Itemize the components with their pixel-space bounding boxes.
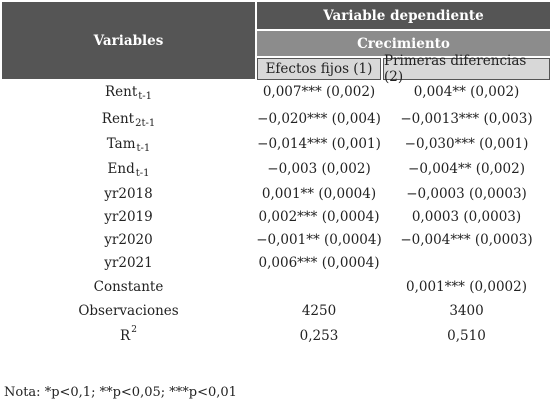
variable-name: yr2019: [104, 208, 153, 225]
table-row: Rent 2t-1 −0,020*** (0,004) −0,0013*** (0,0…: [2, 106, 550, 131]
variable-name: R: [120, 328, 131, 344]
fixed-effects-value: 0,001** (0,0004): [261, 185, 377, 202]
variable-name: Observaciones: [78, 302, 179, 319]
first-differences-value: 0,004** (0,002): [413, 83, 520, 100]
variable-name: Rent: [101, 110, 135, 127]
growth-header: Crecimiento: [257, 31, 550, 56]
fixed-effects-value: −0,003 (0,002): [267, 160, 371, 177]
first-differences-value: −0,004** (0,002): [408, 160, 525, 177]
table-row: Observaciones 4250 3400: [2, 298, 550, 323]
dependent-variable-header: Variable dependiente: [257, 2, 550, 29]
variable-name-cell: yr2020: [2, 227, 255, 252]
variable-superscript: 2: [131, 325, 137, 335]
variable-name-cell: yr2021: [2, 250, 255, 275]
variable-name-cell: Rent t-1: [2, 79, 255, 104]
variable-name-cell: Observaciones: [2, 298, 255, 323]
fixed-effects-value: 0,006*** (0,0004): [258, 254, 380, 271]
table-row: yr2019 0,002*** (0,0004) 0,0003 (0,0003): [2, 204, 550, 229]
variables-header: Variables: [2, 2, 255, 79]
variable-name-cell: yr2019: [2, 204, 255, 229]
significance-note: Nota: *p<0,1; **p<0,05; ***p<0,01: [4, 385, 237, 400]
fixed-effects-value: [257, 274, 381, 299]
table-row: yr2018 0,001** (0,0004) −0,0003 (0,0003): [2, 181, 550, 206]
table-row: R 2 0,253 0,510: [2, 321, 550, 351]
first-differences-value: −0,0003 (0,0003): [406, 185, 527, 202]
fixed-effects-value: −0,001** (0,0004): [256, 231, 382, 248]
table-row: yr2020 −0,001** (0,0004) −0,004*** (0,0003…: [2, 227, 550, 252]
variable-name-cell: Rent 2t-1: [2, 106, 255, 131]
first-differences-value: −0,004*** (0,0003): [400, 231, 533, 248]
variable-name: Rent: [104, 83, 138, 100]
variable-name: yr2021: [104, 254, 153, 271]
fixed-effects-value: 4250: [301, 302, 337, 319]
variable-name: Tam: [106, 135, 136, 152]
variable-subscript: t-1: [136, 143, 151, 154]
variable-name-cell: yr2018: [2, 181, 255, 206]
fixed-effects-value: 0,253: [299, 328, 339, 344]
first-differences-value: [383, 250, 550, 275]
first-differences-value: 0,001*** (0,0002): [406, 278, 527, 295]
first-differences-value: −0,0013*** (0,003): [400, 110, 533, 127]
fixed-effects-value: 0,007*** (0,002): [262, 83, 376, 100]
fixed-effects-value: −0,014*** (0,001): [257, 135, 381, 152]
variable-subscript: t-1: [138, 91, 153, 102]
fixed-effects-column-header: Efectos fijos (1): [257, 58, 381, 80]
fixed-effects-value: 0,002*** (0,0004): [258, 208, 380, 225]
variable-subscript: t-1: [135, 168, 150, 179]
table-row: Rent t-1 0,007*** (0,002) 0,004** (0,002): [2, 79, 550, 104]
variable-name: yr2018: [104, 185, 153, 202]
variable-name: yr2020: [104, 231, 153, 248]
variable-name-cell: Tam t-1: [2, 131, 255, 156]
table-row: Constante 0,001*** (0,0002): [2, 274, 550, 299]
table-row: yr2021 0,006*** (0,0004): [2, 250, 550, 275]
variable-name-cell: Constante: [2, 274, 255, 299]
first-differences-value: −0,030*** (0,001): [404, 135, 529, 152]
first-differences-value: 0,510: [447, 328, 486, 344]
first-differences-value: 0,0003 (0,0003): [411, 208, 522, 225]
first-differences-value: 3400: [449, 302, 484, 319]
table-row: Tam t-1 −0,014*** (0,001) −0,030*** (0,001): [2, 131, 550, 156]
variable-subscript: 2t-1: [135, 118, 156, 129]
table-row: End t-1 −0,003 (0,002) −0,004** (0,002): [2, 156, 550, 181]
fixed-effects-value: −0,020*** (0,004): [257, 110, 381, 127]
variable-name-cell: End t-1: [2, 156, 255, 181]
variable-name: End: [107, 160, 135, 177]
first-differences-column-header: Primeras diferencias (2): [383, 53, 550, 85]
variable-name: Constante: [93, 278, 164, 295]
